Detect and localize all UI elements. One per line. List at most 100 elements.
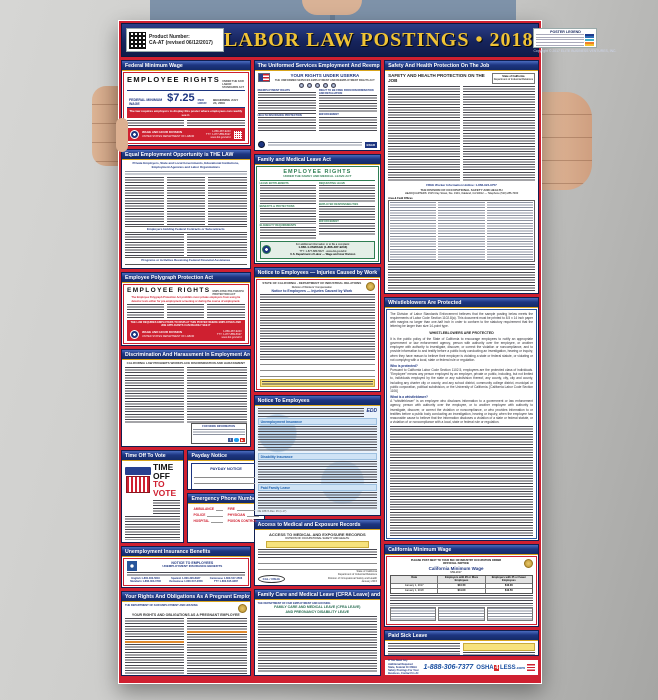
emergency-row: POLICE — [193, 513, 223, 517]
yellow-note-box — [265, 541, 370, 548]
section-body: EMPLOYEE RIGHTS UNDER THE FAIR LABOR STA… — [123, 72, 249, 144]
userra-title: YOUR RIGHTS UNDER USERRA — [290, 73, 360, 79]
dol-footer: WAGE AND HOUR DIVISION UNITED STATES DEP… — [127, 328, 245, 341]
text-lines — [127, 120, 185, 129]
service-badge-icon — [314, 83, 320, 88]
section-body: EMPLOYEE RIGHTS UNDER THE FAMILY AND MED… — [255, 166, 380, 262]
agency-phone: 1-866-487-9243 — [223, 329, 242, 333]
section-edd-notice-to-employees: Notice To Employees EDD Unemployment Ins… — [253, 395, 382, 516]
service-badge-icon — [330, 83, 336, 88]
records-subtitle: DIVISION OF OCCUPATIONAL SAFETY AND HEAL… — [285, 537, 350, 540]
qr-code-icon — [233, 130, 242, 139]
text-lines — [125, 170, 247, 176]
text-lines — [438, 201, 485, 260]
poster-legend: POSTER LEGEND Copyright © 2017 ELITE BUS… — [533, 27, 616, 53]
fmla-heading: BENEFITS & PROTECTIONS — [259, 204, 295, 208]
text-lines — [318, 95, 378, 114]
legend-row — [536, 36, 595, 39]
form-line — [194, 480, 258, 484]
text-lines — [257, 426, 378, 452]
text-lines — [192, 428, 245, 437]
right-column: Safety And Health Protection On The Job … — [384, 60, 539, 681]
dol-footer: WAGE AND HOUR DIVISION UNITED STATES DEP… — [127, 128, 245, 141]
text-lines — [125, 515, 181, 540]
minimum-wage-table: Date Employers with 26 or More Employees… — [390, 574, 533, 594]
product-number-text: Product Number: CA-AT (revised 06/12/201… — [149, 34, 213, 46]
section-body: Private Employers, State and Local Gover… — [122, 160, 250, 268]
vote-title-line1: TIME OFF — [153, 462, 174, 481]
userra-heading: ENFORCEMENT — [318, 113, 339, 117]
section-header: California Minimum Wage — [385, 545, 538, 555]
section-california-minimum-wage: California Minimum Wage PLEASE POST NEXT… — [384, 544, 539, 627]
poster-red-frame: Product Number: CA-AT (revised 06/12/201… — [119, 21, 616, 683]
edd-heading: Disability Insurance — [257, 453, 378, 460]
agency-line: Division of Occupational Safety and Heal… — [327, 576, 378, 580]
edd-form-number: DE 1857A Rev. 45 (1-17) — [257, 509, 287, 513]
emergency-row: PHYSICIAN — [228, 513, 259, 517]
whd-seal-icon — [262, 245, 272, 255]
section-userra: The Uniformed Services Employment And Re… — [253, 60, 382, 151]
polygraph-subtitle: EMPLOYEE POLYGRAPH PROTECTION ACT — [212, 290, 244, 297]
section-body: CALIFORNIA LAW PROHIBITS WORKPLACE DISCR… — [122, 360, 250, 446]
labor-law-poster: Product Number: CA-AT (revised 06/12/201… — [118, 20, 616, 684]
text-lines — [388, 263, 535, 291]
vote-payday-row: Time Off To Vote TIME OFF TO VOTE — [121, 450, 265, 543]
state-line: STATE OF CALIFORNIA - DEPARTMENT OF INDU… — [262, 281, 362, 285]
legend-chip — [585, 38, 595, 41]
mw-code: MW-2017 — [450, 571, 462, 575]
qr-code-icon — [129, 31, 146, 49]
left-thumb — [116, 118, 128, 152]
mw-table-row: January 1, 2017 $10.50 $10.00 — [391, 582, 532, 588]
middle-column: The Uniformed Services Employment And Re… — [253, 60, 382, 681]
userra-heading: HEALTH INSURANCE PROTECTION — [257, 114, 302, 118]
state-seal-icon — [237, 604, 247, 613]
for-more-information-box: FOR MORE INFORMATION f ▶ — [190, 423, 247, 444]
payday-form-title: PAYDAY NOTICE — [210, 466, 242, 471]
text-lines — [125, 644, 185, 675]
mw-official-notice: OFFICIAL NOTICE — [443, 561, 469, 566]
emergency-row: AMBULANCE — [193, 507, 223, 511]
orange-subheading — [125, 641, 185, 644]
agency-web: www.dol.gov/whd — [221, 336, 242, 340]
text-lines — [127, 572, 245, 576]
section-paid-sick-leave: Paid Sick Leave — [384, 630, 539, 656]
section-pregnant-employee: Your Rights And Obligations As A Pregnan… — [121, 591, 251, 676]
poster-legend-title: POSTER LEGEND — [550, 29, 581, 34]
fmla-footer: For additional information or to file a … — [259, 240, 376, 259]
text-lines — [318, 223, 376, 236]
ui-title1: NOTICE TO EMPLOYEES — [171, 561, 214, 565]
text-lines — [127, 303, 165, 320]
yellow-note-box — [463, 643, 535, 651]
text-lines — [259, 227, 316, 240]
yellow-note-box — [259, 379, 376, 387]
section-body: ACCESS TO MEDICAL AND EXPOSURE RECORDS D… — [255, 530, 380, 585]
text-lines — [125, 176, 164, 225]
whistleblower-intro: The Division of Labor Standards Enforcem… — [390, 312, 533, 329]
form-line — [257, 566, 378, 571]
section-header: Emergency Phone Numbers — [188, 494, 264, 504]
agency-name: WAGE AND HOUR DIVISION — [142, 130, 183, 135]
section-medical-exposure-records: Access to Medical and Exposure Records A… — [253, 519, 382, 586]
state-line: State of California — [502, 75, 525, 78]
whistleblower-p1: It is the public policy of the State of … — [390, 337, 533, 362]
injuries-title: Notice to Employees — Injuries Caused by… — [271, 288, 353, 293]
section-body: TIME OFF TO VOTE — [122, 461, 183, 542]
section-safety-health-protection: Safety And Health Protection On The Job … — [384, 60, 539, 294]
text-lines — [318, 206, 376, 221]
fmla-heading: ENFORCEMENT — [318, 220, 339, 224]
shirt-placket — [330, 0, 335, 30]
edd-heading: Paid Family Leave — [257, 484, 378, 491]
per-hour: PER HOUR — [197, 97, 207, 106]
state-seal-icon — [524, 559, 533, 568]
section-discrimination-harassment: Discrimination And Harassment In Employm… — [121, 349, 251, 447]
fmla-title: EMPLOYEE RIGHTS — [283, 169, 352, 175]
text-lines — [463, 652, 535, 655]
text-lines — [438, 607, 485, 621]
text-lines — [390, 201, 437, 260]
dfeh-agency-line: THE DEPARTMENT OF FAIR EMPLOYMENT AND HO… — [125, 604, 198, 607]
text-lines — [388, 643, 461, 655]
section-body: AMBULANCE FIRE POLICE PHYSICIAN HOSPITAL… — [188, 504, 263, 542]
state-seal-icon — [366, 282, 376, 291]
text-lines — [153, 499, 181, 514]
left-column: Federal Minimum Wage EMPLOYEE RIGHTS UND… — [121, 60, 265, 681]
